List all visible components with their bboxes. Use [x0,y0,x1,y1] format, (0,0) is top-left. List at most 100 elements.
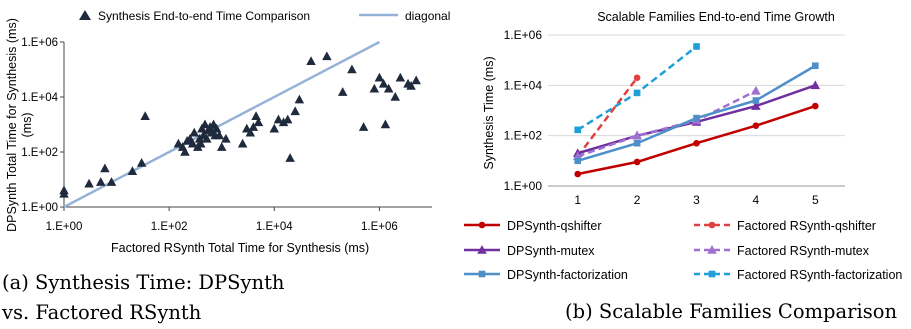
x-tick-label: 5 [812,193,819,207]
legend-swatch-marker [478,221,486,229]
scatter-point [84,178,94,188]
data-point [812,62,819,70]
x-tick-label: 1.E+02 [151,221,188,233]
legend-label: Factored RSynth-qshifter [737,219,876,233]
scatter-point [278,117,289,127]
chart-b-series [572,43,821,178]
scatter-point [406,81,416,90]
caption-a: (a) Synthesis Time: DPSynth vs. Factored… [2,271,285,324]
chart-a: Synthesis End-to-end Time Comparison dia… [5,9,450,255]
y-tick-label: 1.E+06 [21,37,58,49]
caption-b: (b) Scalable Families Comparison [565,300,898,323]
legend-swatch-marker [708,221,716,229]
scatter-point [383,83,394,93]
scatter-point [216,142,227,151]
scatter-point [221,133,231,143]
x-tick-label: 2 [634,193,641,207]
scatter-point [285,153,295,162]
data-point [693,114,700,122]
data-point [632,130,642,140]
x-tick-label: 3 [693,193,700,207]
y-tick-label: 1.E+02 [21,147,58,159]
x-tick-label: 1 [574,193,581,207]
y-tick-label: 1.E+00 [504,179,543,193]
series-line [576,77,639,158]
data-point [693,139,700,147]
legend-swatch-marker [477,245,487,254]
chart-b-y-axis-label: Synthesis Time (ms) [482,56,496,169]
y-tick-label: 1.E+04 [21,92,58,104]
scatter-point [294,94,305,104]
y-tick-label: 1.E+04 [504,78,543,92]
scatter-point [248,122,259,131]
data-point [574,157,581,165]
chart-b: Scalable Families End-to-end Time Growth… [464,10,902,282]
legend-swatch-marker [478,270,486,278]
data-point [693,43,700,50]
legend-triangle-marker [79,10,91,20]
series-factored-rsynth-qshifter [574,74,641,160]
data-point [633,158,641,166]
scatter-point [378,78,389,88]
data-point [810,80,821,90]
scatter-point [273,114,284,124]
scatter-point [253,117,264,127]
chart-a-legend: Synthesis End-to-end Time Comparison dia… [79,9,450,23]
scatter-point [269,123,280,133]
scatter-point [200,119,210,129]
scatter-point [395,72,406,82]
data-point [812,102,819,110]
scatter-point [245,127,256,137]
legend-diagonal-label: diagonal [405,9,450,23]
scatter-point [202,133,212,143]
chart-a-points [59,51,421,198]
legend-label: DPSynth-mutex [507,244,595,258]
scatter-point [411,75,421,85]
data-point [752,122,760,129]
scatter-point [106,177,117,186]
chart-b-tick-labels: 1.E+00 1.E+02 1.E+04 1.E+06 1 2 3 4 5 [504,28,819,207]
y-tick-label: 1.E+00 [21,202,58,214]
scatter-point [173,138,184,148]
scatter-point [390,92,401,101]
data-point [752,97,760,104]
chart-b-grid [548,34,845,187]
legend-swatch-marker [707,245,717,254]
chart-b-legend: DPSynth-qshifter Factored RSynth-qshifter… [464,219,902,282]
legend-label: Factored RSynth-factorization [737,268,902,282]
scatter-point [306,56,316,65]
legend-label: DPSynth-factorization [507,268,628,282]
scatter-point [369,83,380,93]
data-point [574,126,581,134]
scatter-point [140,111,150,120]
scatter-point [282,114,293,124]
series-dpsynth-factorization [574,62,819,165]
scatter-point [374,72,385,82]
chart-a-axes [60,41,432,211]
scatter-point [100,163,110,173]
legend-series-label: Synthesis End-to-end Time Comparison [98,9,310,23]
scatter-point [211,123,222,133]
x-tick-label: 4 [753,193,760,207]
chart-a-y-axis-label-line1: DPSynth Total Time for Synthesis (ms) [5,18,19,232]
chart-a-x-axis-label: Factored RSynth Total Time for Synthesis… [111,241,369,255]
legend-label: Factored RSynth-mutex [737,244,870,258]
data-point [633,89,641,97]
series-line [577,45,698,131]
chart-b-title: Scalable Families End-to-end Time Growth [597,10,835,24]
data-point [574,170,581,178]
data-point [751,85,761,95]
scatter-point [337,87,348,96]
data-point [633,74,641,82]
scatter-point [196,138,206,148]
scatter-point [187,138,198,148]
diagonal-line [63,40,381,209]
chart-a-tick-labels: 1.E+00 1.E+02 1.E+04 1.E+06 1.E+00 1.E+02 1.E+… [21,37,398,233]
chart-a-y-axis-label-line2: (ms) [20,113,34,138]
x-tick-label: 1.E+06 [361,221,398,233]
scatter-point [59,185,69,195]
legend-swatch-marker [708,270,716,278]
series-factored-rsynth-mutex [572,85,761,161]
scatter-point [180,147,190,156]
